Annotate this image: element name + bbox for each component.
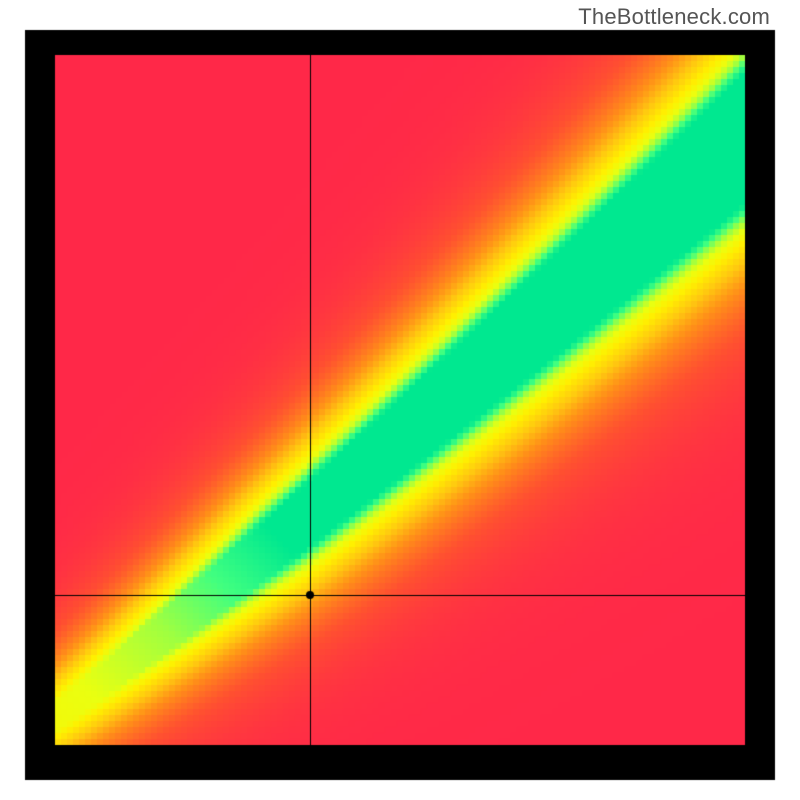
heatmap-canvas bbox=[0, 0, 800, 800]
chart-container: TheBottleneck.com bbox=[0, 0, 800, 800]
watermark-text: TheBottleneck.com bbox=[578, 4, 770, 30]
